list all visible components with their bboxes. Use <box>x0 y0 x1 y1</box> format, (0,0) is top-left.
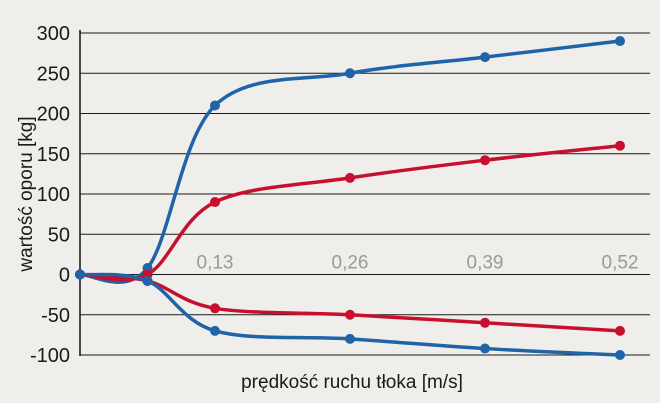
series-line-2 <box>78 272 622 333</box>
x-tick-label: 0,52 <box>602 253 639 274</box>
series-1-point <box>615 36 625 47</box>
x-tick-label: 0,26 <box>332 253 369 274</box>
series-2-point <box>345 309 355 320</box>
y-tick-label: 200 <box>37 104 70 126</box>
series-lines <box>78 39 622 357</box>
y-tick-label: 100 <box>37 184 70 206</box>
y-tick-label: 50 <box>48 224 70 246</box>
x-tick-label: 0,13 <box>197 253 234 274</box>
series-4-point <box>615 350 625 360</box>
y-tick-label: 300 <box>37 23 70 45</box>
series-3-point <box>210 197 220 208</box>
series-1-point <box>345 68 355 79</box>
series-1-point <box>210 100 220 111</box>
series-2-point <box>480 317 490 328</box>
y-tick-label: -50 <box>41 305 70 327</box>
series-3-point <box>615 140 625 151</box>
series-2-point <box>210 303 220 314</box>
series-4-point <box>142 275 153 286</box>
y-tick-label: -100 <box>30 345 70 367</box>
x-tick-labels: 0,13 0,26 0,39 0,52 <box>197 253 639 274</box>
x-axis-label: prędkość ruchu tłoka [m/s] <box>241 372 463 393</box>
series-1-point <box>480 52 490 63</box>
series-4-point <box>210 325 220 336</box>
grid-lines <box>80 32 650 356</box>
series-4-point <box>345 333 355 344</box>
x-tick-label: 0,39 <box>467 253 504 274</box>
y-tick-label: 0 <box>59 265 70 287</box>
y-axis-label: wartość oporu [kg] <box>16 116 37 272</box>
series-3-point <box>345 172 355 183</box>
y-tick-labels: 300 250 200 150 100 50 0 -50 -100 <box>30 23 70 367</box>
y-tick-label: 150 <box>37 144 70 166</box>
series-4-point <box>480 343 490 354</box>
series-4-point <box>75 269 85 280</box>
series-2-point <box>615 325 625 336</box>
series-3-point <box>480 155 490 166</box>
series-points <box>75 36 625 360</box>
y-tick-label: 250 <box>37 63 70 85</box>
